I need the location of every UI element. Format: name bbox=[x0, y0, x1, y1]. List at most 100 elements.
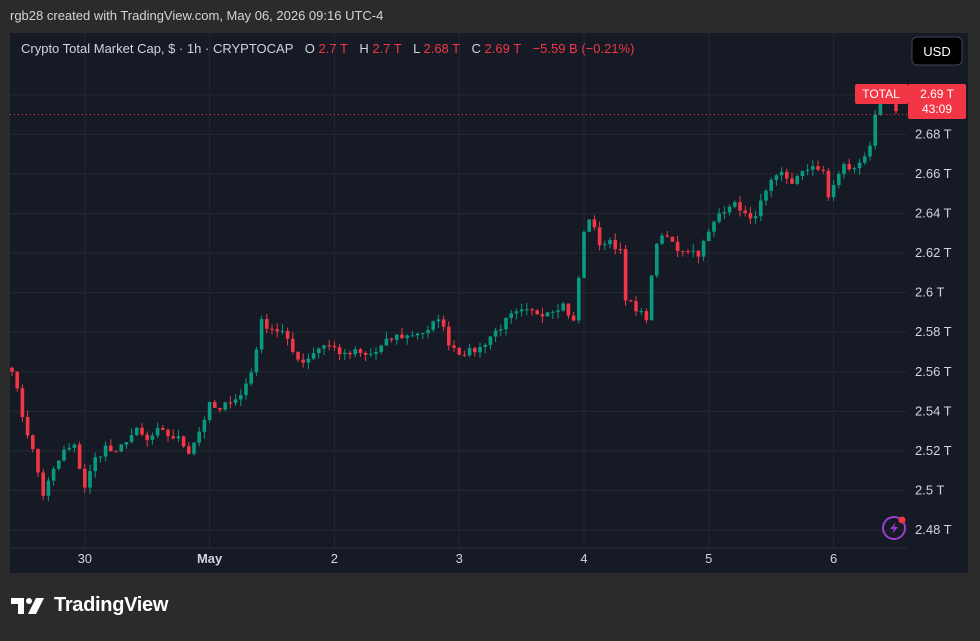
legend-high-label: H bbox=[359, 41, 368, 56]
candle bbox=[77, 441, 82, 470]
candle bbox=[426, 325, 430, 339]
candle bbox=[519, 303, 524, 317]
candle bbox=[239, 389, 243, 406]
x-tick-label: 4 bbox=[580, 551, 587, 566]
currency-button-frame[interactable] bbox=[911, 36, 963, 66]
candle bbox=[254, 346, 259, 376]
symbol-tag-label: TOTAL bbox=[862, 87, 900, 101]
last-price-tag: TOTAL 2.69 T 43:09 bbox=[855, 84, 966, 119]
candle bbox=[223, 401, 227, 412]
candle bbox=[525, 302, 529, 316]
candle bbox=[301, 353, 305, 368]
candle bbox=[166, 428, 170, 442]
candle bbox=[452, 340, 456, 352]
lightning-icon[interactable] bbox=[882, 516, 906, 540]
candle bbox=[93, 452, 97, 478]
legend-low-value: 2.68 T bbox=[423, 41, 460, 56]
candle bbox=[41, 468, 45, 500]
candle bbox=[270, 324, 274, 335]
y-tick-label: 2.66 T bbox=[915, 166, 952, 181]
candle bbox=[779, 167, 784, 181]
candle bbox=[499, 324, 503, 337]
candle bbox=[265, 314, 269, 334]
candle bbox=[582, 230, 586, 279]
candle bbox=[171, 429, 175, 440]
candle bbox=[410, 330, 415, 337]
candle bbox=[717, 208, 721, 224]
candle bbox=[244, 378, 248, 400]
candle bbox=[233, 394, 238, 407]
candle bbox=[467, 344, 472, 358]
candle bbox=[759, 193, 763, 221]
y-tick-label: 2.56 T bbox=[915, 364, 952, 379]
candle bbox=[83, 463, 87, 494]
currency-button-label[interactable]: USD bbox=[923, 44, 950, 59]
candle bbox=[202, 416, 207, 439]
candle bbox=[785, 168, 789, 185]
candle bbox=[691, 244, 695, 257]
candle bbox=[20, 384, 25, 423]
candle bbox=[25, 410, 30, 439]
chart-panel[interactable]: 2.48 T 2.5 T 2.52 T 2.54 T 2.56 T 2.58 T 2.6 T… bbox=[10, 33, 968, 573]
candle bbox=[857, 158, 862, 175]
candlestick-chart[interactable]: 2.48 T 2.5 T 2.52 T 2.54 T 2.56 T 2.58 T 2.6 T… bbox=[10, 33, 968, 573]
candle bbox=[493, 327, 498, 342]
candle bbox=[337, 344, 342, 361]
candle bbox=[727, 204, 732, 216]
candle bbox=[774, 174, 779, 186]
candle bbox=[291, 331, 295, 355]
candle bbox=[187, 442, 191, 455]
y-tick-label: 2.6 T bbox=[915, 285, 944, 300]
y-tick-label: 2.64 T bbox=[915, 205, 952, 220]
candle bbox=[213, 399, 217, 408]
candle bbox=[847, 158, 851, 172]
candle bbox=[311, 347, 316, 361]
candle bbox=[447, 321, 451, 351]
candle bbox=[280, 324, 285, 335]
candle bbox=[181, 435, 186, 448]
candle bbox=[389, 337, 394, 343]
candle bbox=[296, 351, 300, 362]
candle bbox=[488, 336, 493, 350]
candle bbox=[790, 172, 794, 185]
candle bbox=[10, 366, 14, 377]
x-tick-label: 3 bbox=[456, 551, 463, 566]
candle bbox=[436, 314, 441, 328]
candle bbox=[228, 396, 233, 409]
candle bbox=[696, 250, 701, 264]
candle bbox=[317, 346, 321, 359]
legend-close-label: C bbox=[472, 41, 481, 56]
candle bbox=[72, 442, 77, 453]
candle bbox=[46, 477, 51, 502]
legend-change: −5.59 B (−0.21%) bbox=[533, 41, 635, 56]
candle bbox=[140, 423, 144, 437]
candle bbox=[800, 170, 805, 181]
candle bbox=[348, 350, 352, 360]
candle bbox=[363, 351, 368, 362]
y-tick-label: 2.54 T bbox=[915, 403, 952, 418]
candle bbox=[327, 339, 331, 351]
footer: TradingView bbox=[10, 594, 168, 617]
price-tag-countdown: 43:09 bbox=[922, 102, 952, 116]
svg-text:Crypto Total Market Cap, $ · 1: Crypto Total Market Cap, $ · 1h · CRYPTO… bbox=[21, 41, 634, 56]
candle bbox=[441, 315, 446, 331]
candle bbox=[395, 334, 399, 345]
candle bbox=[504, 317, 508, 336]
x-tick-label: 5 bbox=[705, 551, 712, 566]
candle bbox=[384, 332, 389, 346]
candle bbox=[67, 442, 71, 452]
currency-button[interactable]: USD bbox=[911, 36, 963, 66]
candle bbox=[707, 228, 711, 242]
candle bbox=[592, 215, 597, 231]
candle bbox=[145, 431, 149, 447]
legend-low-label: L bbox=[413, 41, 420, 56]
symbol-tag bbox=[855, 84, 908, 104]
candle bbox=[109, 439, 113, 452]
candle bbox=[285, 327, 290, 346]
candle bbox=[665, 231, 669, 238]
grid-lines bbox=[10, 33, 907, 548]
candle bbox=[483, 343, 487, 354]
candle bbox=[660, 233, 664, 246]
candle bbox=[119, 443, 123, 453]
candle bbox=[57, 460, 61, 471]
